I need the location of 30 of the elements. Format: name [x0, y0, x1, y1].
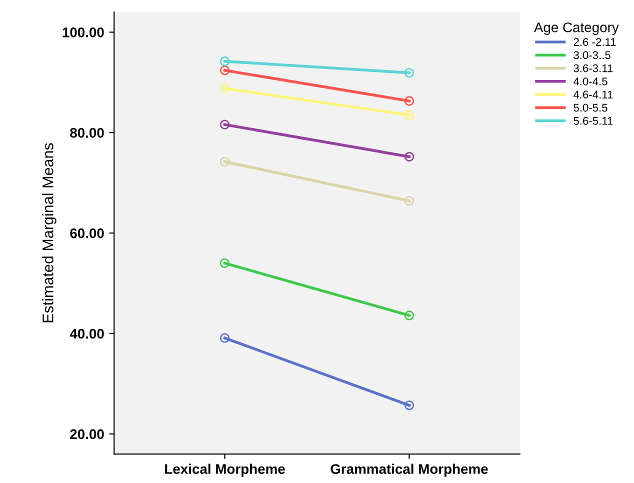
y-tick-label: 100.00 [62, 28, 104, 38]
point [404, 196, 414, 206]
point [220, 84, 230, 94]
point [404, 310, 414, 320]
point [404, 152, 414, 162]
point [220, 120, 230, 130]
point [220, 258, 230, 268]
legend-label: 5.0-5.5 [574, 104, 608, 112]
legend-label: 5.6-5.11 [574, 116, 613, 125]
legend-label: 4.6-4.11 [573, 90, 613, 99]
legend-label: 4.0-4.5 [573, 78, 608, 86]
point [220, 333, 230, 343]
point [404, 68, 414, 78]
point [220, 156, 230, 167]
point [220, 56, 230, 66]
legend-label: 2.6 -2.11 [574, 38, 616, 46]
point [404, 96, 414, 106]
x-tick-label: Lexical Morpheme [165, 464, 285, 477]
y-axis-title: Estimated Marginal Means [42, 143, 56, 322]
y-tick-label: 20.00 [70, 429, 104, 440]
legend-label: 3.6-3.11 [574, 64, 613, 72]
legend-title: Age Category [534, 22, 619, 36]
point [220, 65, 230, 76]
legend-label: 3.0-3..5 [574, 51, 610, 60]
x-tick-label: Grammatical Morpheme [330, 464, 488, 477]
y-tick-label: 60.00 [70, 228, 104, 238]
y-tick-label: 80.00 [70, 128, 104, 138]
point [404, 400, 414, 410]
point [404, 110, 414, 120]
y-tick-label: 40.00 [70, 328, 104, 339]
